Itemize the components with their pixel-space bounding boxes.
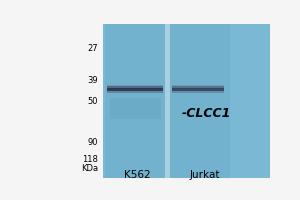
Bar [172,85,224,86]
Bar [107,91,163,93]
Text: 39: 39 [87,76,98,85]
Bar [107,88,163,89]
Bar [107,86,163,88]
Bar [170,24,230,178]
Bar [172,88,224,89]
Text: -CLCC1: -CLCC1 [182,107,231,120]
Text: KDa: KDa [81,164,98,173]
Bar [103,24,270,178]
Bar [105,24,165,178]
Bar [107,85,163,86]
Bar [107,89,163,91]
Text: 90: 90 [88,138,98,147]
Bar [110,98,161,119]
Text: 118: 118 [82,155,98,164]
Bar [172,91,224,93]
Text: 50: 50 [88,97,98,106]
Bar [165,24,170,178]
Bar [172,86,224,88]
Bar [172,89,224,91]
Text: 27: 27 [87,44,98,53]
Text: K562: K562 [124,170,151,180]
Text: Jurkat: Jurkat [190,170,220,180]
